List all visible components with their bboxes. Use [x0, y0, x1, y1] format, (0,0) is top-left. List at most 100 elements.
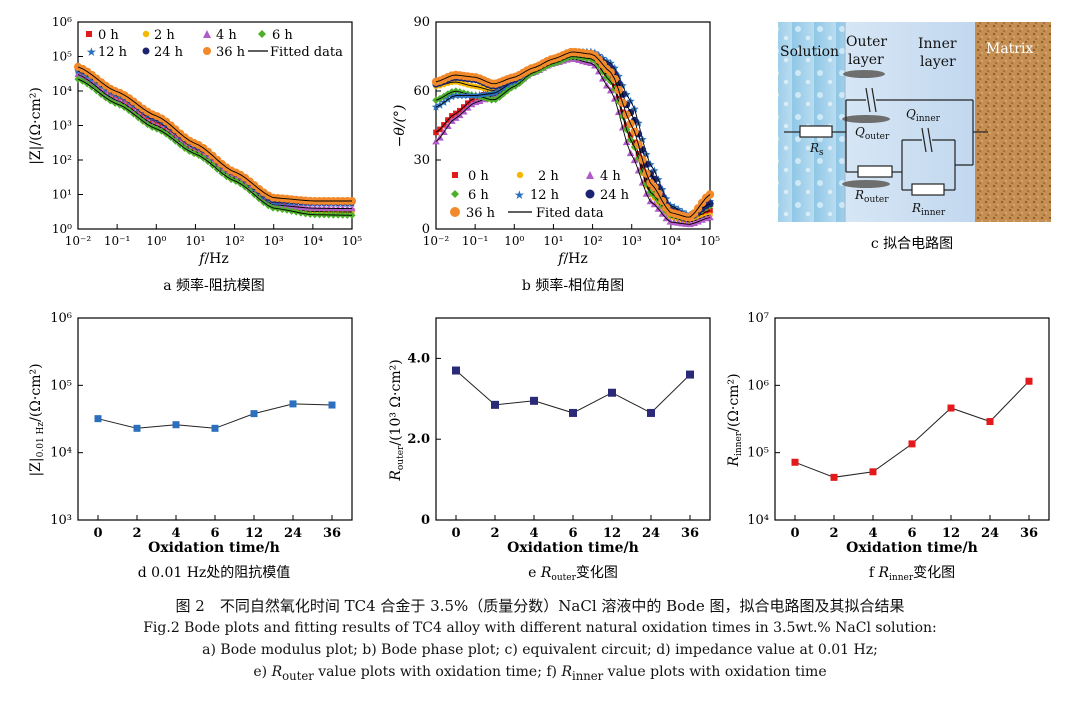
x-tick-label: 10⁰	[146, 234, 166, 248]
panel-a-title: a 频率-阻抗模图	[163, 277, 265, 294]
x-tick-label: 36	[681, 526, 699, 541]
x-label-unit: /Hz	[563, 251, 587, 267]
marker-4h	[348, 205, 356, 212]
label-rs-main: R	[809, 141, 819, 155]
y-label-main: R	[726, 456, 742, 468]
label-rinner-sub: inner	[921, 208, 946, 218]
data-point	[491, 400, 499, 409]
y-tick-label: 10⁶	[52, 15, 72, 29]
panel-a-series	[74, 62, 356, 219]
x-tick-label: 10⁵	[700, 234, 720, 248]
panel-e-x-label: Oxidation time/h	[507, 540, 639, 556]
y-label-main: R	[388, 470, 404, 482]
y-tick-label: 10¹	[52, 188, 72, 202]
data-point	[1025, 377, 1033, 385]
marker-4h	[334, 204, 342, 212]
x-tick-label: 10³	[264, 234, 284, 248]
caption-part: value plots with oxidation time	[603, 664, 827, 680]
panel-d-frame	[77, 317, 353, 521]
label-rinner-main: R	[911, 201, 921, 215]
caption-part: value plots with oxidation time; f)	[313, 664, 562, 680]
panel-f-title: f Rinner变化图	[869, 565, 955, 583]
panel-d-x-label: Oxidation time/h	[148, 540, 280, 556]
x-tick-label: 10²	[583, 234, 603, 248]
panel-a-y-ticks: 10⁰ 10¹ 10² 10³ 10⁴ 10⁵ 10⁶	[52, 15, 83, 236]
label-qouter-sub: outer	[865, 132, 890, 142]
label-solution: Solution	[780, 44, 839, 60]
panel-f-frame	[774, 317, 1050, 521]
data-point	[328, 401, 336, 409]
label-matrix: Matrix	[986, 41, 1033, 57]
panel-e-frame	[435, 317, 711, 521]
legend-label-2h: 2 h	[154, 28, 175, 43]
panel-a-y-label: |Z|/(Ω·cm²)	[28, 87, 44, 165]
x-tick-label: 6	[568, 526, 577, 541]
legend-b-marker-2h	[516, 171, 524, 179]
panel-e-title: e Router变化图	[528, 565, 618, 583]
legend-marker-6h	[258, 30, 266, 38]
panel-b-y-label: −θ/(°)	[392, 105, 408, 148]
fit-line	[77, 78, 353, 216]
data-point	[986, 418, 994, 426]
panel-b-legend: 0 h 2 h 4 h 6 h ★ 12 h 24 h 36 h Fited d…	[450, 169, 630, 221]
figure-caption-en-1: Fig.2 Bode plots and fitting results of …	[143, 620, 937, 636]
legend-b-label-36h: 36 h	[466, 206, 496, 221]
y-tick-label: 0	[422, 222, 430, 237]
legend-marker-24h	[142, 47, 150, 55]
marker-4h	[297, 203, 305, 210]
y-label-sub: 0.01 Hz	[36, 422, 46, 458]
label-outer-layer: layer	[848, 52, 884, 68]
y-label-sub: outer	[396, 445, 406, 470]
x-label-f: f	[198, 251, 207, 267]
circuit-wires	[784, 87, 988, 196]
y-tick-label: 90	[413, 15, 430, 30]
x-tick-label: 10⁻¹	[104, 234, 130, 248]
y-tick-label: 30	[413, 153, 430, 168]
label-router: Router	[854, 188, 889, 205]
panel-f-series	[791, 377, 1033, 481]
fit-line	[77, 66, 352, 202]
legend-label-4h: 4 h	[216, 28, 237, 43]
marker-4h	[278, 201, 286, 209]
legend-b-label-4h: 4 h	[600, 169, 621, 184]
data-point	[791, 458, 799, 466]
data-line	[794, 380, 1030, 478]
y-tick-label: 10²	[52, 153, 72, 167]
data-point	[647, 408, 655, 417]
panel-c-title: c 拟合电路图	[871, 236, 953, 252]
fit-line	[435, 51, 711, 218]
outer-oxide-blob	[843, 70, 885, 78]
legend-b-marker-4h	[586, 171, 594, 179]
label-router-sub: outer	[864, 195, 889, 205]
marker-4h	[306, 204, 314, 211]
y-tick-label: 10⁵	[52, 50, 72, 64]
marker-4h	[283, 202, 291, 209]
panel-f-y-label: Rinner/(Ω·cm²)	[726, 373, 744, 467]
data-point	[686, 370, 694, 379]
legend-b-label-0h: 0 h	[468, 169, 489, 184]
panel-b-y-ticks: 0 30 60 90	[413, 15, 441, 237]
x-tick-label: 2	[490, 526, 499, 541]
x-tick-label: 10⁴	[661, 234, 681, 248]
x-tick-label: 4	[529, 526, 538, 541]
outer-oxide-blob	[842, 115, 890, 123]
x-label-f: f	[557, 251, 566, 267]
x-tick-label: 36	[1020, 526, 1038, 541]
panel-d-title: d 0.01 Hz处的阻抗模值	[138, 565, 291, 581]
panel-b-x-label: f/Hz	[557, 251, 588, 267]
panel-b-title: b 频率-相位角图	[522, 277, 624, 294]
x-tick-label: 24	[284, 526, 302, 541]
legend-b-label-6h: 6 h	[468, 188, 489, 203]
marker-4h	[339, 204, 347, 212]
legend-b-marker-36h	[450, 207, 460, 217]
x-tick-label: 10⁴	[303, 234, 323, 248]
x-tick-label: 10⁻¹	[462, 234, 488, 248]
y-tick-label: 60	[413, 84, 430, 99]
panel-b-bode-phase: 10⁻² 10⁻¹ 10⁰ 10¹ 10² 10³ 10⁴ 10⁵ 0 30 60 90 0 h 2…	[392, 15, 720, 294]
matrix-region	[975, 22, 1051, 222]
panel-e-y-label: Router/(10³ Ω·cm²)	[388, 359, 406, 481]
y-tick-label: 10⁰	[52, 222, 72, 236]
legend-marker-4h	[203, 30, 211, 38]
y-label-unit: /(Ω·cm²)	[726, 373, 742, 431]
